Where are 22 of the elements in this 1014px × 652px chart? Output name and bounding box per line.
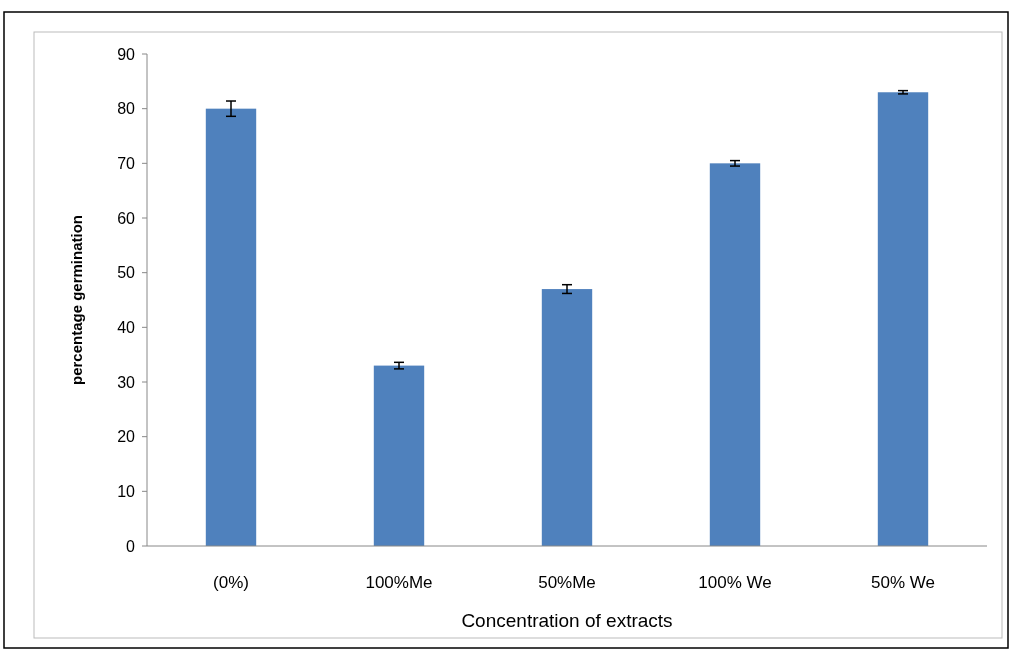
- bar: [877, 92, 929, 546]
- bar: [205, 108, 257, 546]
- y-tick-label: 30: [117, 373, 136, 391]
- x-tick-label: 100% We: [698, 573, 772, 592]
- y-axis-title: percentage germination: [68, 214, 85, 386]
- y-tick-label: 50: [117, 264, 136, 282]
- bar: [709, 163, 761, 546]
- x-tick-label: 100%Me: [365, 573, 433, 592]
- bar: [373, 365, 425, 546]
- y-tick-label: 70: [117, 154, 136, 172]
- y-tick-label: 40: [117, 318, 136, 336]
- bar: [541, 289, 593, 546]
- y-tick-label: 90: [117, 45, 136, 63]
- x-tick-label: 50% We: [871, 573, 935, 592]
- y-tick-label: 60: [117, 209, 136, 227]
- x-tick-label: (0%): [213, 573, 249, 592]
- y-tick-label: 0: [126, 537, 136, 555]
- x-tick-label: 50%Me: [538, 573, 596, 592]
- y-tick-label: 80: [117, 100, 136, 118]
- x-axis-title: Concentration of extracts: [461, 610, 673, 631]
- y-tick-label: 20: [117, 428, 136, 446]
- y-tick-label: 10: [117, 482, 136, 500]
